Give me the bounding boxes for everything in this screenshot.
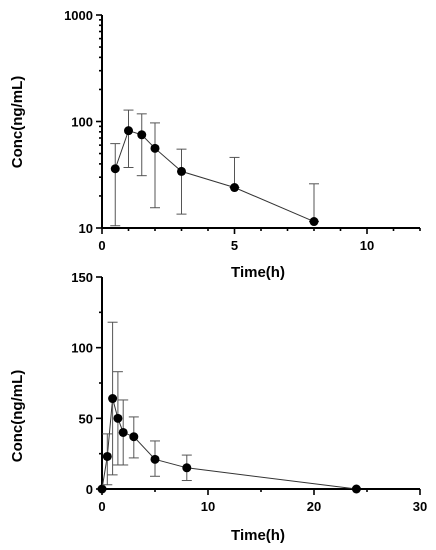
- bottom-chart-data-point: [113, 413, 123, 423]
- top-chart-y-tick-label: 10: [79, 221, 93, 236]
- bottom-chart-x-tick-label: 10: [201, 499, 215, 514]
- bottom-chart-x-tick-label: 0: [98, 499, 105, 514]
- top-chart-y-tick-label: 1000: [64, 8, 93, 23]
- bottom-chart-series-line: [101, 398, 357, 490]
- top-chart-data-point: [177, 166, 186, 176]
- bottom-chart-y-tick-label: 100: [71, 341, 93, 356]
- top-chart-data-point: [150, 143, 160, 153]
- bottom-chart-data-point: [97, 484, 107, 494]
- bottom-chart-y-tick-label: 150: [71, 270, 93, 285]
- bottom-chart-data-point: [150, 454, 160, 464]
- bottom-chart-x-tick-label: 30: [413, 499, 427, 514]
- top-chart-ylabel: Conc(ng/mL): [9, 76, 26, 168]
- top-chart-x-tick-label: 10: [360, 238, 374, 253]
- bottom-chart-ylabel: Conc(ng/mL): [9, 370, 26, 462]
- bottom-chart-x-tick-label: 20: [307, 499, 321, 514]
- bottom-chart-data-point: [108, 394, 118, 404]
- bottom-chart-data-point: [351, 484, 361, 494]
- bottom-chart-data-point: [118, 427, 128, 437]
- bottom-chart-y-tick-label: 50: [79, 411, 93, 426]
- top-chart-data-point: [309, 217, 319, 227]
- bottom-chart-data-point: [129, 432, 139, 442]
- bottom-chart-data-point: [182, 463, 192, 473]
- top-chart-x-tick-label: 5: [231, 238, 238, 253]
- bottom-chart-y-tick-label: 0: [86, 482, 93, 497]
- bottom-chart-xlabel: Time(h): [231, 527, 285, 544]
- top-chart: Conc(ng/mL) Time(h) 10 100 1000 0 5 10: [9, 8, 421, 281]
- top-chart-data-point: [230, 183, 239, 193]
- bottom-chart: Conc(ng/mL) Time(h) 0 50 100 150 0 10 20 30: [9, 270, 427, 544]
- top-chart-data-point: [137, 130, 147, 140]
- top-chart-x-tick-label: 0: [98, 238, 105, 253]
- top-chart-data-point: [124, 126, 133, 136]
- top-chart-y-tick-label: 100: [71, 115, 93, 130]
- bottom-chart-data-point: [102, 451, 112, 461]
- top-chart-xlabel: Time(h): [231, 264, 285, 281]
- top-chart-data-point: [110, 164, 120, 174]
